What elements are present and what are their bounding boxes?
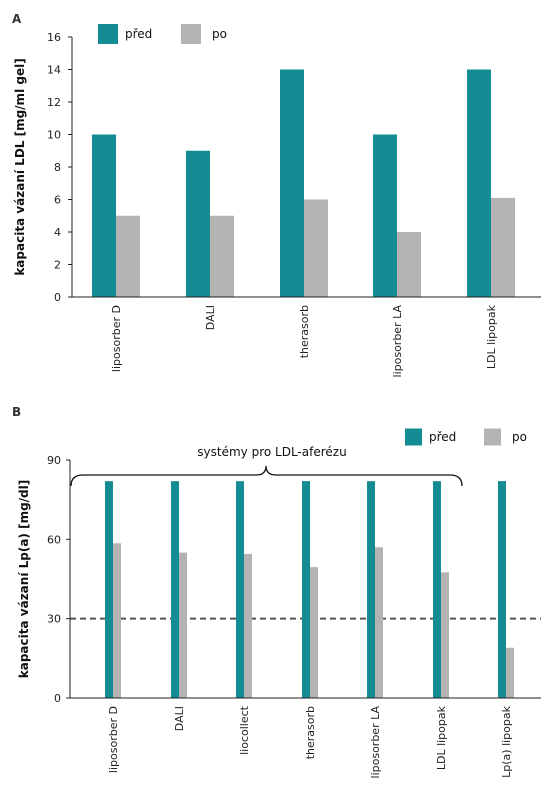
- bracket-label: systémy pro LDL-aferézu: [197, 445, 346, 459]
- category-label: liposorber LA: [369, 706, 382, 779]
- y-tick-label: 16: [47, 31, 61, 44]
- panel-b-label: B: [12, 405, 21, 419]
- bar-po: [491, 197, 515, 297]
- y-tick-label: 90: [47, 454, 61, 467]
- category-label: Lp(a) lipopak: [500, 705, 513, 777]
- category-label: therasorb: [304, 706, 317, 759]
- legend-swatch-pred: [405, 428, 422, 446]
- category-label: liposorber LA: [391, 305, 404, 378]
- y-tick-label: 2: [54, 259, 61, 272]
- bar-pred: [280, 69, 304, 297]
- bar-po: [304, 199, 328, 297]
- y-tick-label: 60: [47, 533, 61, 546]
- y-tick-label: 12: [47, 96, 61, 109]
- category-label: LDL lipopak: [485, 304, 498, 369]
- y-axis-label: kapacita vázaní LDL [mg/ml gel]: [13, 58, 27, 275]
- legend-swatch-pred: [98, 24, 118, 44]
- legend-label-po: po: [212, 27, 227, 41]
- bar-po: [310, 567, 318, 698]
- category-label: liposorber D: [107, 706, 120, 773]
- bar-pred: [171, 481, 179, 698]
- y-tick-label: 10: [47, 129, 61, 142]
- bar-po: [210, 215, 234, 297]
- legend-swatch-po: [181, 24, 201, 44]
- y-tick-label: 30: [47, 613, 61, 626]
- y-tick-label: 0: [54, 692, 61, 705]
- bar-pred: [236, 481, 244, 698]
- category-label: liocollect: [238, 705, 251, 755]
- legend-swatch-po: [484, 428, 501, 446]
- bar-pred: [367, 481, 375, 698]
- bar-po: [375, 547, 383, 698]
- bar-pred: [302, 481, 310, 698]
- bar-po: [397, 232, 421, 297]
- bar-po: [244, 553, 252, 698]
- bar-pred: [433, 481, 441, 698]
- bar-po: [116, 215, 140, 297]
- category-label: liposorber D: [110, 305, 123, 372]
- category-label: DALI: [204, 305, 217, 330]
- y-tick-label: 4: [54, 226, 61, 239]
- bar-pred: [92, 134, 116, 297]
- y-tick-label: 14: [47, 64, 61, 77]
- bar-pred: [186, 150, 210, 297]
- category-label: therasorb: [298, 305, 311, 358]
- bracket: [70, 465, 463, 487]
- y-tick-label: 0: [54, 291, 61, 304]
- y-tick-label: 8: [54, 161, 61, 174]
- bar-pred: [498, 481, 506, 698]
- bar-po: [113, 543, 121, 698]
- legend-label-po: po: [512, 430, 527, 444]
- panel-a-label: A: [12, 12, 22, 26]
- category-label: DALI: [173, 706, 186, 731]
- y-axis-label: kapacita vázaní Lp(a) [mg/dl]: [17, 480, 31, 678]
- category-label: LDL lipopak: [435, 705, 448, 770]
- bar-po: [441, 572, 449, 698]
- bar-pred: [373, 134, 397, 297]
- legend-label-pred: před: [429, 430, 456, 444]
- bar-po: [179, 552, 187, 698]
- y-tick-label: 6: [54, 194, 61, 207]
- bar-po: [506, 647, 514, 698]
- bar-pred: [467, 69, 491, 297]
- bar-pred: [105, 481, 113, 698]
- legend-label-pred: před: [125, 27, 152, 41]
